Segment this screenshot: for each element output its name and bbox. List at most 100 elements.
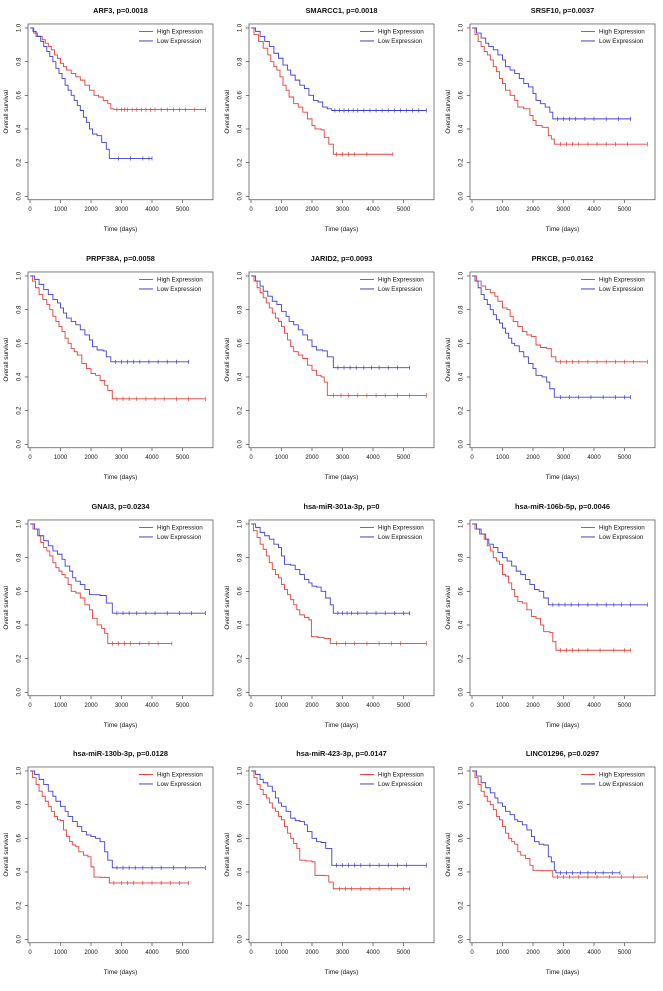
y-tick-label: 0.8 [237,800,243,809]
y-tick-label: 1.0 [16,271,22,280]
plot-title: PRPF38A, p=0.0058 [86,254,155,263]
legend-label-high: High Expression [599,524,645,531]
y-tick-label: 0.8 [16,552,22,561]
x-tick-label: 0 [470,950,474,956]
x-tick-label: 1000 [275,702,289,708]
x-tick-label: 2000 [305,950,319,956]
legend-label-low: Low Expression [157,38,202,45]
x-axis-label: Time (days) [104,474,137,481]
survival-curve-low [30,27,152,159]
x-axis-label: Time (days) [546,474,579,481]
legend-label-low: Low Expression [599,286,644,293]
km-plot-hsa-miR-106b-5p: hsa-miR-106b-5p, p=0.0046 0 1000 2000 3000 40… [442,496,663,744]
legend-label-high: High Expression [157,29,203,36]
y-tick-label: 0.8 [458,800,464,809]
km-plot-canvas: ARF3, p=0.0018 0 1000 2000 3000 4000 5000 0.0 0.… [3,6,214,233]
y-tick-label: 0.0 [237,191,243,200]
km-plot-canvas: hsa-miR-106b-5p, p=0.0046 0 1000 2000 3000 40… [445,501,656,728]
km-plot-canvas: hsa-miR-301a-3p, p=0 0 1000 2000 3000 4000 500… [224,501,435,728]
y-tick-label: 0.4 [458,620,464,629]
plot-title: ARF3, p=0.0018 [93,6,148,15]
plot-frame [248,271,435,448]
y-tick-label: 0.8 [458,305,464,314]
legend-label-low: Low Expression [157,286,202,293]
y-axis-label: Overall survival [224,833,231,877]
legend-label-high: High Expression [378,772,424,779]
survival-curve-high [251,770,410,890]
y-tick-label: 0.8 [237,305,243,314]
x-tick-label: 2000 [84,950,98,956]
plot-title: SMARCC1, p=0.0018 [306,6,378,15]
legend-label-low: Low Expression [157,534,202,541]
y-axis-label: Overall survival [445,833,452,877]
x-tick-label: 3000 [115,207,129,213]
plot-frame [469,519,656,696]
x-tick-label: 0 [470,455,474,461]
x-tick-label: 4000 [587,455,601,461]
legend-label-high: High Expression [378,276,424,283]
survival-curve-low [472,275,631,398]
km-plot-GNAI3: GNAI3, p=0.0234 0 1000 2000 3000 4000 5000 0.0 0… [0,496,221,744]
survival-curve-low [251,523,410,614]
legend-label-low: Low Expression [378,781,423,788]
legend-label-low: Low Expression [599,781,644,788]
x-tick-label: 1000 [54,207,68,213]
x-tick-label: 5000 [176,207,190,213]
y-tick-label: 0.8 [16,800,22,809]
y-axis-label: Overall survival [224,90,231,134]
plot-frame [248,23,435,201]
y-tick-label: 0.6 [237,834,243,843]
x-axis-label: Time (days) [325,226,358,233]
y-tick-label: 0.0 [458,439,464,448]
x-tick-label: 1000 [496,455,510,461]
survival-curve-low [472,523,648,605]
x-tick-label: 1000 [54,950,68,956]
survival-curve-high [251,523,427,644]
survival-curve-high [472,523,631,651]
y-tick-label: 0.0 [237,687,243,696]
x-tick-label: 4000 [366,455,380,461]
km-plot-LINC01296: LINC01296, p=0.0297 0 1000 2000 3000 4000 5000… [442,743,663,991]
survival-curve-low [251,275,410,368]
legend-label-high: High Expression [599,29,645,36]
x-tick-label: 4000 [587,207,601,213]
x-axis-label: Time (days) [325,474,358,481]
y-tick-label: 0.6 [237,586,243,595]
y-tick-label: 1.0 [237,766,243,775]
y-tick-label: 0.6 [458,90,464,99]
legend-label-high: High Expression [378,29,424,36]
x-tick-label: 0 [249,207,253,213]
plot-title: GNAI3, p=0.0234 [91,501,150,510]
x-tick-label: 1000 [54,455,68,461]
x-tick-label: 1000 [496,950,510,956]
y-tick-label: 1.0 [237,23,243,32]
x-tick-label: 5000 [618,702,632,708]
plot-title: hsa-miR-130b-3p, p=0.0128 [73,749,168,758]
plot-title: JARID2, p=0.0093 [311,254,373,263]
survival-curve-low [30,770,206,869]
y-axis-label: Overall survival [3,833,10,877]
x-tick-label: 3000 [336,702,350,708]
km-plot-canvas: PRKCB, p=0.0162 0 1000 2000 3000 4000 5000 0.0 0… [445,254,656,481]
plot-frame [469,766,656,944]
x-tick-label: 1000 [54,702,68,708]
y-tick-label: 0.0 [16,687,22,696]
y-tick-label: 0.4 [458,372,464,381]
y-tick-label: 0.0 [237,935,243,944]
y-axis-label: Overall survival [3,586,10,630]
y-tick-label: 1.0 [458,766,464,775]
legend-label-low: Low Expression [378,286,423,293]
y-axis-label: Overall survival [224,338,231,382]
y-axis-label: Overall survival [445,90,452,134]
x-tick-label: 3000 [336,455,350,461]
x-tick-label: 3000 [115,702,129,708]
y-tick-label: 0.0 [16,191,22,200]
x-axis-label: Time (days) [546,226,579,233]
y-tick-label: 0.2 [237,901,243,910]
x-tick-label: 3000 [557,702,571,708]
x-tick-label: 5000 [397,455,411,461]
y-tick-label: 0.6 [237,90,243,99]
km-plot-hsa-miR-130b-3p: hsa-miR-130b-3p, p=0.0128 0 1000 2000 3000 40… [0,743,221,991]
y-tick-label: 0.8 [237,552,243,561]
x-tick-label: 2000 [526,950,540,956]
